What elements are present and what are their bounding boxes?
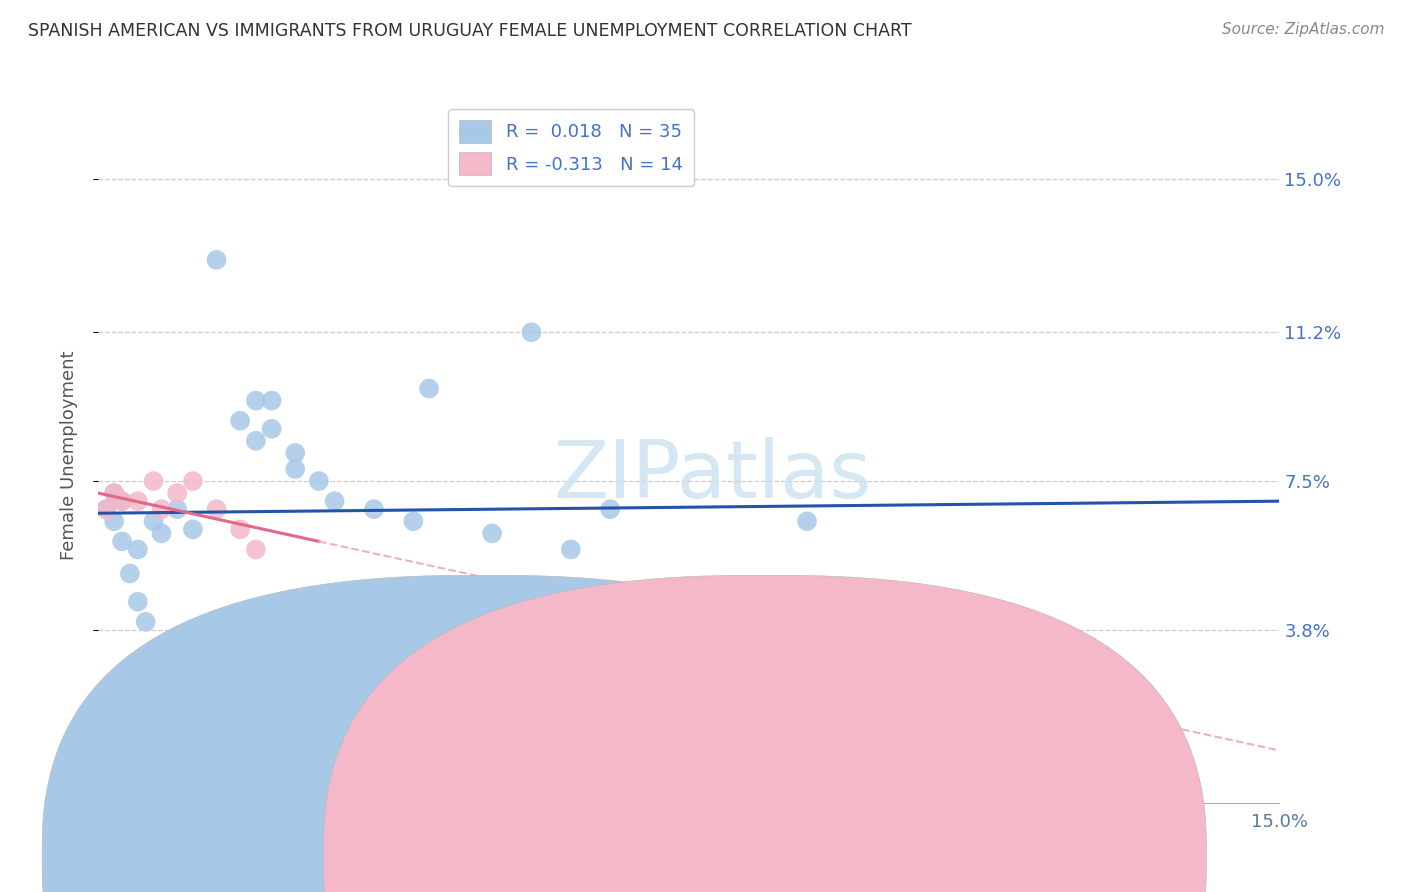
Point: [796, 514, 818, 528]
Point: [96, 502, 118, 516]
Point: [111, 494, 134, 508]
Point: [363, 615, 385, 629]
Point: [245, 434, 267, 448]
Point: [1111, 675, 1133, 690]
Text: Spanish Americans: Spanish Americans: [510, 847, 669, 865]
Point: [363, 502, 385, 516]
Point: [205, 502, 228, 516]
Point: [150, 526, 173, 541]
Point: [260, 422, 283, 436]
Legend: R =  0.018   N = 35, R = -0.313   N = 14: R = 0.018 N = 35, R = -0.313 N = 14: [449, 109, 693, 186]
Point: [127, 595, 149, 609]
Point: [678, 695, 700, 709]
Point: [103, 486, 125, 500]
Point: [181, 474, 204, 488]
Point: [166, 486, 188, 500]
Point: [756, 647, 779, 661]
Point: [181, 522, 204, 536]
Point: [103, 514, 125, 528]
Point: [284, 446, 307, 460]
Text: SPANISH AMERICAN VS IMMIGRANTS FROM URUGUAY FEMALE UNEMPLOYMENT CORRELATION CHAR: SPANISH AMERICAN VS IMMIGRANTS FROM URUG…: [28, 22, 911, 40]
Point: [481, 526, 503, 541]
Point: [402, 514, 425, 528]
Point: [638, 635, 661, 649]
Point: [166, 502, 188, 516]
Point: [127, 494, 149, 508]
Point: [96, 502, 118, 516]
Point: [111, 534, 134, 549]
Point: [560, 542, 582, 557]
Text: ZIPatlas: ZIPatlas: [554, 437, 872, 515]
Point: [323, 494, 346, 508]
Text: Immigrants from Uruguay: Immigrants from Uruguay: [792, 847, 1007, 865]
Point: [914, 623, 936, 637]
Point: [229, 414, 252, 428]
Point: [205, 252, 228, 267]
Text: Source: ZipAtlas.com: Source: ZipAtlas.com: [1222, 22, 1385, 37]
Point: [260, 393, 283, 408]
Point: [284, 615, 307, 629]
Point: [142, 474, 165, 488]
Point: [135, 615, 157, 629]
Point: [245, 393, 267, 408]
Point: [103, 486, 125, 500]
Point: [111, 494, 134, 508]
Point: [284, 462, 307, 476]
Point: [150, 502, 173, 516]
Point: [127, 542, 149, 557]
Point: [308, 474, 330, 488]
Point: [599, 502, 621, 516]
Point: [118, 566, 141, 581]
Point: [418, 382, 440, 396]
Point: [520, 325, 543, 339]
Point: [142, 514, 165, 528]
Point: [229, 522, 252, 536]
Y-axis label: Female Unemployment: Female Unemployment: [59, 351, 77, 559]
Point: [245, 542, 267, 557]
